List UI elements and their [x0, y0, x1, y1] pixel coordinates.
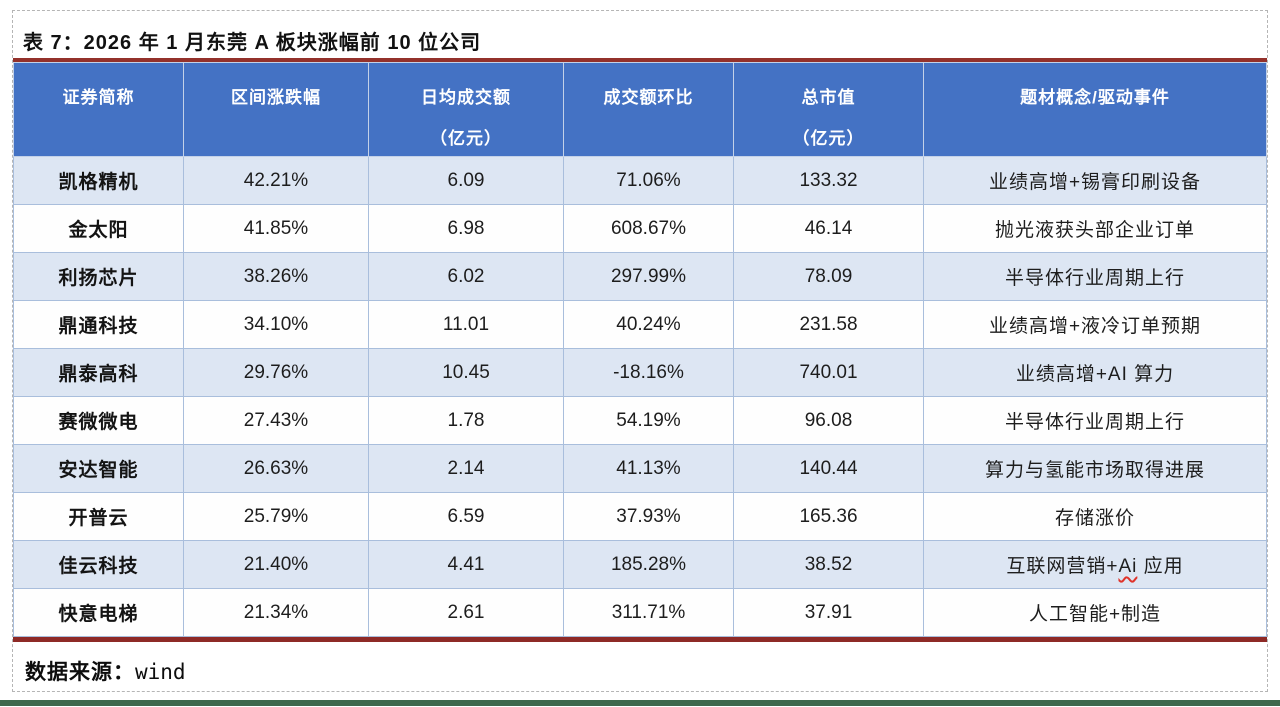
cell-avg-daily-turnover: 11.01	[368, 300, 564, 349]
table-header: 证券简称 区间涨跌幅 日均成交额 （亿元） 成交额环比	[13, 62, 1267, 157]
column-header-label: 成交额环比	[603, 88, 694, 107]
column-header-label: 总市值	[801, 88, 856, 107]
table-body: 凯格精机 42.21% 6.09 71.06% 133.32 业绩高增+锡膏印刷…	[13, 156, 1267, 637]
cell-theme: 互联网营销+Ai 应用	[923, 540, 1267, 589]
cell-avg-daily-turnover: 1.78	[368, 396, 564, 445]
cell-range-change: 42.21%	[183, 156, 369, 205]
table-row: 赛微微电 27.43% 1.78 54.19% 96.08 半导体行业周期上行	[13, 396, 1267, 445]
cell-stock-name: 安达智能	[13, 444, 184, 493]
table-figure-frame: 表 7：2026 年 1 月东莞 A 板块涨幅前 10 位公司 证券简称 区间涨…	[12, 10, 1268, 692]
column-header-range-change: 区间涨跌幅	[183, 62, 369, 157]
column-header-label: 区间涨跌幅	[231, 88, 321, 107]
cell-range-change: 21.34%	[183, 588, 369, 637]
cell-theme: 半导体行业周期上行	[923, 396, 1267, 445]
cell-market-cap: 231.58	[733, 300, 924, 349]
cell-stock-name: 金太阳	[13, 204, 184, 253]
cell-range-change: 41.85%	[183, 204, 369, 253]
cell-turnover-mom: 185.28%	[563, 540, 734, 589]
cell-range-change: 25.79%	[183, 492, 369, 541]
cell-turnover-mom: 311.71%	[563, 588, 734, 637]
cell-stock-name: 凯格精机	[13, 156, 184, 205]
table-row: 金太阳 41.85% 6.98 608.67% 46.14 抛光液获头部企业订单	[13, 204, 1267, 253]
cell-theme: 人工智能+制造	[923, 588, 1267, 637]
table-title: 表 7：2026 年 1 月东莞 A 板块涨幅前 10 位公司	[23, 32, 482, 54]
cell-avg-daily-turnover: 2.61	[368, 588, 564, 637]
cell-stock-name: 利扬芯片	[13, 252, 184, 301]
table-row: 利扬芯片 38.26% 6.02 297.99% 78.09 半导体行业周期上行	[13, 252, 1267, 301]
column-header-theme: 题材概念/驱动事件	[923, 62, 1267, 157]
cell-turnover-mom: 71.06%	[563, 156, 734, 205]
table-row: 佳云科技 21.40% 4.41 185.28% 38.52 互联网营销+Ai …	[13, 540, 1267, 589]
cell-range-change: 29.76%	[183, 348, 369, 397]
cell-market-cap: 140.44	[733, 444, 924, 493]
cell-stock-name: 鼎泰高科	[13, 348, 184, 397]
cell-theme: 业绩高增+液冷订单预期	[923, 300, 1267, 349]
bottom-divider-bar	[0, 700, 1280, 706]
cell-turnover-mom: -18.16%	[563, 348, 734, 397]
table-row: 鼎泰高科 29.76% 10.45 -18.16% 740.01 业绩高增+AI…	[13, 348, 1267, 397]
cell-theme: 存储涨价	[923, 492, 1267, 541]
table-row: 快意电梯 21.34% 2.61 311.71% 37.91 人工智能+制造	[13, 588, 1267, 637]
cell-stock-name: 赛微微电	[13, 396, 184, 445]
spellcheck-squiggle-text: Ai	[1118, 556, 1138, 577]
column-header-avg-daily-turnover: 日均成交额 （亿元）	[368, 62, 564, 157]
cell-stock-name: 鼎通科技	[13, 300, 184, 349]
cell-stock-name: 佳云科技	[13, 540, 184, 589]
cell-market-cap: 165.36	[733, 492, 924, 541]
cell-range-change: 27.43%	[183, 396, 369, 445]
cell-turnover-mom: 37.93%	[563, 492, 734, 541]
data-source-note: 数据来源：wind	[13, 642, 1267, 686]
cell-range-change: 21.40%	[183, 540, 369, 589]
data-source-value: wind	[135, 660, 186, 684]
cell-market-cap: 46.14	[733, 204, 924, 253]
data-source-label: 数据来源：	[25, 661, 135, 684]
table-row: 鼎通科技 34.10% 11.01 40.24% 231.58 业绩高增+液冷订…	[13, 300, 1267, 349]
table-row: 开普云 25.79% 6.59 37.93% 165.36 存储涨价	[13, 492, 1267, 541]
table-row: 凯格精机 42.21% 6.09 71.06% 133.32 业绩高增+锡膏印刷…	[13, 156, 1267, 205]
cell-stock-name: 快意电梯	[13, 588, 184, 637]
cell-turnover-mom: 54.19%	[563, 396, 734, 445]
cell-market-cap: 96.08	[733, 396, 924, 445]
cell-avg-daily-turnover: 4.41	[368, 540, 564, 589]
cell-turnover-mom: 608.67%	[563, 204, 734, 253]
cell-range-change: 34.10%	[183, 300, 369, 349]
gainers-table-wrap: 证券简称 区间涨跌幅 日均成交额 （亿元） 成交额环比	[13, 58, 1267, 642]
cell-market-cap: 37.91	[733, 588, 924, 637]
cell-stock-name: 开普云	[13, 492, 184, 541]
column-header-label: 证券简称	[62, 88, 135, 107]
cell-theme: 业绩高增+AI 算力	[923, 348, 1267, 397]
cell-turnover-mom: 41.13%	[563, 444, 734, 493]
table-row: 安达智能 26.63% 2.14 41.13% 140.44 算力与氢能市场取得…	[13, 444, 1267, 493]
column-header-unit: （亿元）	[430, 129, 502, 148]
cell-theme: 算力与氢能市场取得进展	[923, 444, 1267, 493]
cell-range-change: 38.26%	[183, 252, 369, 301]
cell-theme: 半导体行业周期上行	[923, 252, 1267, 301]
column-header-turnover-mom: 成交额环比	[563, 62, 734, 157]
column-header-label: 日均成交额	[421, 88, 511, 107]
cell-theme: 抛光液获头部企业订单	[923, 204, 1267, 253]
cell-avg-daily-turnover: 2.14	[368, 444, 564, 493]
cell-market-cap: 740.01	[733, 348, 924, 397]
cell-theme: 业绩高增+锡膏印刷设备	[923, 156, 1267, 205]
cell-avg-daily-turnover: 6.09	[368, 156, 564, 205]
gainers-table: 证券简称 区间涨跌幅 日均成交额 （亿元） 成交额环比	[13, 62, 1267, 637]
cell-avg-daily-turnover: 6.02	[368, 252, 564, 301]
cell-avg-daily-turnover: 6.98	[368, 204, 564, 253]
cell-avg-daily-turnover: 10.45	[368, 348, 564, 397]
cell-avg-daily-turnover: 6.59	[368, 492, 564, 541]
column-header-stock-name: 证券简称	[13, 62, 184, 157]
column-header-unit: （亿元）	[792, 129, 865, 148]
cell-range-change: 26.63%	[183, 444, 369, 493]
column-header-market-cap: 总市值 （亿元）	[733, 62, 924, 157]
cell-turnover-mom: 40.24%	[563, 300, 734, 349]
cell-market-cap: 38.52	[733, 540, 924, 589]
cell-turnover-mom: 297.99%	[563, 252, 734, 301]
cell-market-cap: 133.32	[733, 156, 924, 205]
column-header-label: 题材概念/驱动事件	[1020, 88, 1170, 107]
cell-market-cap: 78.09	[733, 252, 924, 301]
